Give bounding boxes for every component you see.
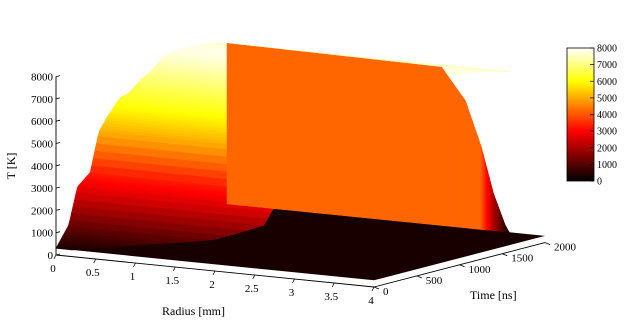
x-tick-label: 0.5 bbox=[86, 267, 100, 279]
y-tick-mark bbox=[502, 253, 508, 257]
x-tick-mark bbox=[331, 282, 335, 288]
colorbar-gradient bbox=[566, 47, 595, 182]
y-tick-label: 1500 bbox=[511, 253, 534, 265]
x-axis-ticks: 0 0.5 1 1.5 2 2.5 3 3.5 4 bbox=[50, 254, 375, 307]
x-tick-mark bbox=[292, 278, 295, 284]
z-tick-mark bbox=[55, 164, 61, 167]
end-face-strip bbox=[226, 43, 240, 206]
end-face-strip bbox=[274, 48, 287, 211]
end-face-strip bbox=[238, 44, 252, 207]
end-face-strip bbox=[369, 58, 383, 220]
z-tick-mark bbox=[55, 75, 61, 77]
y-tick-mark bbox=[459, 264, 465, 268]
end-face-strip bbox=[310, 52, 323, 214]
z-axis-ticks: 0 1000 2000 3000 4000 5000 6000 7000 8000 bbox=[31, 72, 61, 262]
end-face-strip bbox=[250, 45, 264, 208]
y-axis-ticks: 0 500 1000 1500 2000 bbox=[373, 242, 577, 298]
colorbar-tick-label: 7000 bbox=[597, 60, 617, 71]
z-tick-mark bbox=[55, 253, 61, 256]
end-face-strip bbox=[405, 62, 419, 224]
colorbar-tick-label: 8000 bbox=[597, 44, 617, 55]
end-face-strip bbox=[357, 57, 371, 219]
y-tick-mark bbox=[416, 275, 422, 279]
y-tick-label: 1000 bbox=[469, 264, 492, 276]
z-tick-mark bbox=[55, 142, 61, 144]
x-tick-mark bbox=[53, 254, 57, 260]
x-tick-mark bbox=[133, 262, 136, 268]
z-tick-mark bbox=[55, 209, 61, 211]
z-tick-label: 2000 bbox=[31, 205, 54, 217]
x-tick-mark bbox=[172, 266, 176, 272]
x-tick-mark bbox=[371, 286, 375, 292]
x-axis-label: Radius [mm] bbox=[162, 304, 225, 318]
z-tick-label: 0 bbox=[48, 250, 54, 262]
colorbar-tick-label: 2000 bbox=[597, 143, 617, 154]
colorbar-tick-label: 3000 bbox=[597, 127, 617, 138]
end-face-strip bbox=[393, 61, 407, 223]
x-tick-label: 2 bbox=[209, 279, 215, 291]
x-tick-mark bbox=[252, 274, 256, 280]
x-tick-mark bbox=[93, 258, 97, 264]
y-tick-label: 2000 bbox=[554, 242, 577, 254]
colorbar-tick-label: 0 bbox=[597, 177, 602, 188]
z-axis-label: T [K] bbox=[4, 153, 18, 180]
z-tick-label: 4000 bbox=[31, 161, 54, 173]
y-tick-mark bbox=[373, 286, 380, 290]
x-tick-label: 2.5 bbox=[245, 283, 259, 295]
colorbar-tick-label: 4000 bbox=[597, 110, 617, 121]
y-tick-label: 0 bbox=[383, 286, 389, 298]
z-tick-label: 7000 bbox=[31, 94, 54, 106]
colorbar-ticks: 0 1000 2000 3000 4000 5000 6000 7000 8000 bbox=[590, 44, 617, 188]
end-face-strip bbox=[417, 64, 430, 225]
y-tick-mark bbox=[544, 242, 551, 245]
x-tick-label: 1.5 bbox=[165, 275, 179, 287]
colorbar-tick-label: 6000 bbox=[597, 77, 617, 88]
x-tick-label: 3 bbox=[289, 287, 295, 299]
surface-end-face bbox=[226, 43, 510, 233]
colorbar: 0 1000 2000 3000 4000 5000 6000 7000 8000 bbox=[566, 44, 617, 188]
surface-band bbox=[225, 42, 510, 72]
z-tick-label: 5000 bbox=[31, 139, 54, 151]
end-face-strip bbox=[286, 49, 299, 212]
z-tick-label: 8000 bbox=[31, 72, 54, 84]
z-tick-mark bbox=[55, 97, 61, 100]
colorbar-tick-label: 1000 bbox=[597, 160, 617, 171]
x-tick-label: 1 bbox=[130, 271, 136, 283]
x-tick-mark bbox=[212, 270, 216, 276]
colorbar-tick-label: 5000 bbox=[597, 93, 617, 104]
end-face-strip bbox=[381, 60, 395, 221]
x-tick-label: 0 bbox=[50, 263, 56, 275]
y-tick-label: 500 bbox=[426, 275, 443, 287]
z-tick-label: 3000 bbox=[31, 183, 54, 195]
z-tick-label: 6000 bbox=[31, 116, 54, 128]
end-face-strip bbox=[298, 51, 311, 213]
z-tick-label: 1000 bbox=[31, 228, 54, 240]
end-face-strip bbox=[346, 56, 359, 218]
end-face-strip bbox=[429, 65, 442, 226]
z-tick-mark bbox=[55, 119, 61, 122]
y-axis-label: Time [ns] bbox=[470, 288, 517, 302]
z-tick-mark bbox=[55, 186, 61, 189]
x-tick-label: 4 bbox=[368, 295, 374, 307]
z-tick-mark bbox=[55, 231, 61, 234]
end-face-strip bbox=[334, 55, 347, 217]
x-tick-label: 3.5 bbox=[324, 291, 338, 303]
end-face-strip bbox=[262, 47, 275, 209]
end-face-strip bbox=[322, 53, 335, 215]
